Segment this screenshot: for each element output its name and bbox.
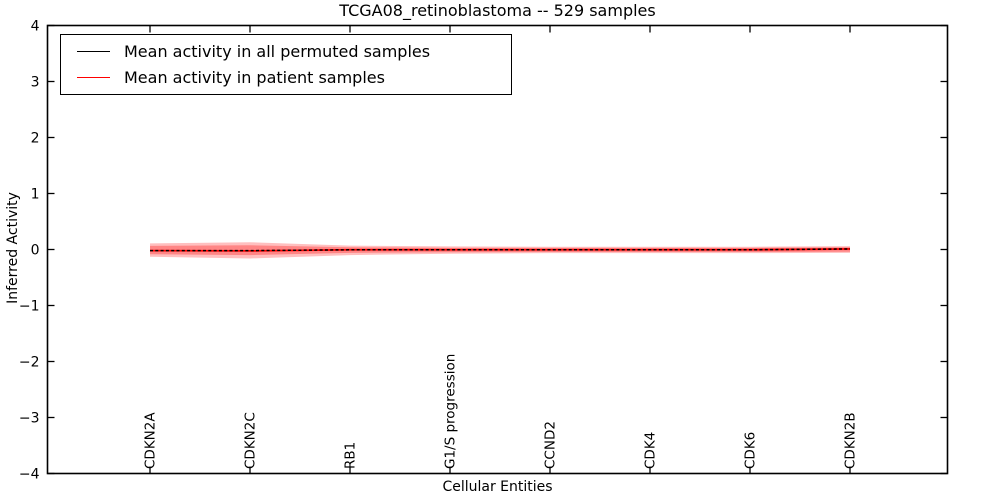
legend-item-permuted: Mean activity in all permuted samples — [77, 42, 501, 61]
x-tick-label: G1/S progression — [443, 354, 459, 469]
y-tick-label: 3 — [31, 75, 40, 91]
y-tick-label: −1 — [19, 299, 40, 315]
x-axis-label: Cellular Entities — [442, 479, 553, 495]
x-tick-label: CDK6 — [743, 432, 759, 469]
legend-label-permuted: Mean activity in all permuted samples — [124, 42, 431, 61]
legend: Mean activity in all permuted samples Me… — [60, 34, 512, 95]
x-tick-label: CCND2 — [543, 421, 559, 469]
legend-item-patient: Mean activity in patient samples — [77, 68, 501, 87]
y-tick-label: 1 — [31, 187, 40, 203]
y-axis-label: Inferred Activity — [5, 192, 21, 304]
y-tick-label: −4 — [19, 467, 40, 483]
y-tick-label: −3 — [19, 411, 40, 427]
y-tick-label: 4 — [31, 19, 40, 35]
y-tick-label: 0 — [31, 243, 40, 259]
x-tick-label: RB1 — [343, 442, 359, 469]
x-tick-label: CDK4 — [643, 432, 659, 469]
legend-label-patient: Mean activity in patient samples — [124, 68, 385, 87]
permuted-mean-line — [150, 248, 851, 252]
legend-line-red-icon — [77, 77, 110, 78]
x-tick-label: CDKN2A — [143, 412, 159, 469]
legend-line-black-icon — [77, 51, 110, 52]
chart-title: TCGA08_retinoblastoma -- 529 samples — [339, 1, 656, 20]
x-tick-label: CDKN2B — [843, 412, 859, 469]
y-tick-label: 2 — [31, 131, 40, 147]
x-tick-label: CDKN2C — [243, 412, 259, 469]
y-tick-label: −2 — [19, 355, 40, 371]
